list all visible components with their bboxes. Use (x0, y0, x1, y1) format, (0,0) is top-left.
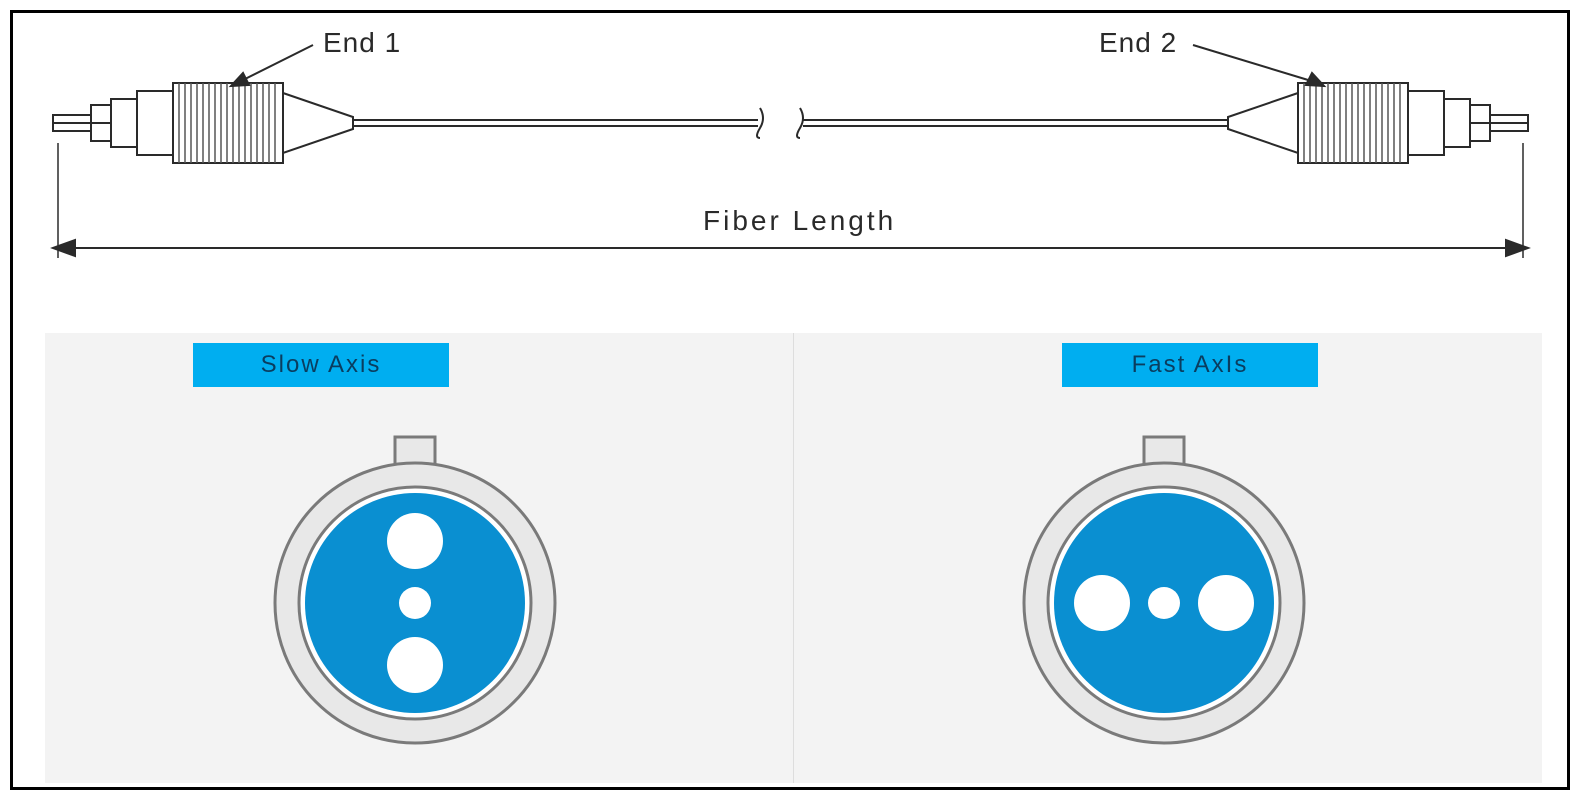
cable-diagram (13, 13, 1569, 313)
leader-end2 (1193, 45, 1324, 86)
face-fast-axis (794, 333, 1542, 783)
panel-fast-axis: Fast AxIs (794, 333, 1542, 783)
axis-panels: Slow Axis Fast AxIs (45, 333, 1541, 783)
panel-slow-axis: Slow Axis (45, 333, 794, 783)
leader-end1 (231, 45, 313, 86)
connector-end2 (1228, 83, 1528, 163)
tag-fast-axis: Fast AxIs (1062, 343, 1318, 387)
label-end1: End 1 (323, 27, 401, 59)
label-end2: End 2 (1099, 27, 1177, 59)
face-slow-axis (45, 333, 793, 783)
tag-slow-axis: Slow Axis (193, 343, 449, 387)
label-fiber-length: Fiber Length (703, 205, 896, 237)
diagram-frame: End 1 End 2 Fiber Length Slow Axis (10, 10, 1570, 790)
cable (353, 108, 1228, 138)
